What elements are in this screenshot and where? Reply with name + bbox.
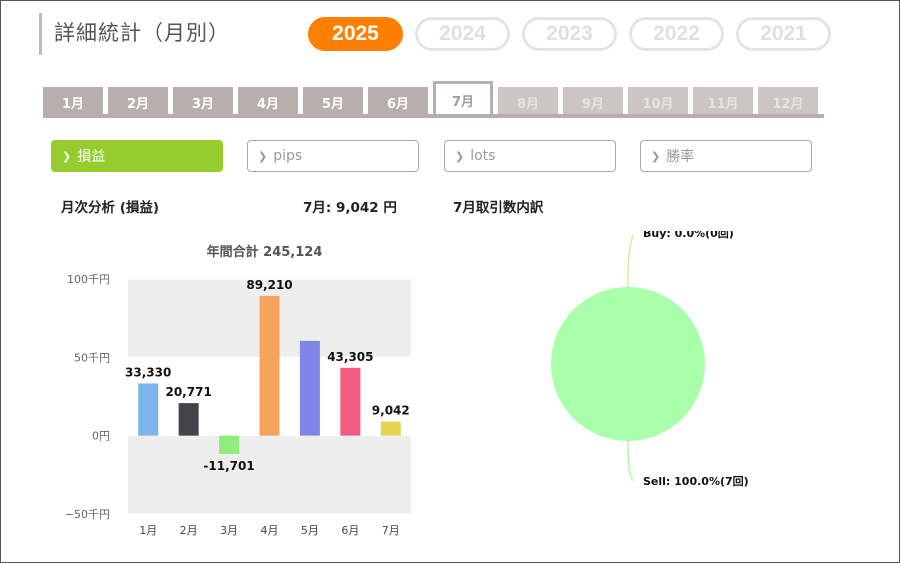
month-tab-12: 12月 [758, 87, 818, 117]
metric-label: 勝率 [666, 149, 695, 165]
bar-chart-title: 年間合計 245,124 [207, 244, 323, 260]
year-tab-2024[interactable]: 2024 [415, 17, 510, 51]
month-tab-3[interactable]: 3月 [173, 87, 233, 117]
win-rate-button[interactable]: ❯ 勝率 [640, 140, 812, 172]
bar-data-label: 9,042 [372, 404, 410, 418]
pie-label-buy: Buy: 0.0%(0回) [643, 231, 734, 240]
bar-4月[interactable] [259, 295, 280, 436]
month-tab-8: 8月 [498, 87, 558, 117]
metric-label: lots [470, 148, 496, 164]
year-tab-2025[interactable]: 2025 [308, 17, 403, 51]
month-tab-7[interactable]: 7月 [433, 81, 493, 117]
year-selector: 2025 2024 2023 2022 2021 [308, 17, 831, 51]
bar-7月[interactable] [380, 421, 401, 436]
year-tab-2023[interactable]: 2023 [522, 17, 617, 51]
x-tick-label: 2月 [180, 524, 198, 537]
month-tab-1[interactable]: 1月 [43, 87, 103, 117]
month-selector: 1月 2月 3月 4月 5月 6月 7月 8月 9月 10月 11月 12月 [43, 81, 818, 117]
trade-breakdown-pie-chart: Buy: 0.0%(0回) Sell: 100.0%(7回) [551, 231, 749, 488]
bar-1月[interactable] [138, 383, 159, 436]
monthly-pl-bar-chart: 年間合計 245,124 100千円 50千円 0円 −50千円 33,330 1月 20,7… [65, 244, 411, 537]
pips-button[interactable]: ❯ pips [247, 140, 419, 172]
metric-label: pips [273, 148, 303, 164]
metric-label: 損益 [77, 149, 106, 165]
selected-month-value: 7月: 9,042 円 [303, 200, 397, 216]
x-tick-label: 3月 [220, 524, 238, 537]
bar-6月[interactable] [340, 367, 361, 436]
year-tab-2021[interactable]: 2021 [736, 17, 831, 51]
month-tab-11: 11月 [693, 87, 753, 117]
bar-data-label: 33,330 [125, 365, 171, 379]
bar-2月[interactable] [178, 403, 199, 436]
bar-data-label: 89,210 [246, 278, 292, 292]
month-tab-10: 10月 [628, 87, 688, 117]
x-tick-label: 7月 [382, 524, 400, 537]
metric-selector: ❯ 損益 ❯ pips ❯ lots ❯ 勝率 [51, 140, 813, 172]
month-tab-baseline [43, 114, 824, 118]
chevron-right-icon: ❯ [258, 149, 268, 163]
x-tick-label: 1月 [139, 524, 157, 537]
chevron-right-icon: ❯ [455, 149, 465, 163]
pie-connector [627, 234, 634, 288]
month-tab-5[interactable]: 5月 [303, 87, 363, 117]
x-tick-label: 5月 [301, 524, 319, 537]
pie-slice-1[interactable] [551, 287, 705, 441]
bar-5月[interactable] [299, 340, 320, 436]
month-tab-6[interactable]: 6月 [368, 87, 428, 117]
chevron-right-icon: ❯ [651, 149, 661, 163]
lots-button[interactable]: ❯ lots [444, 140, 616, 172]
bar-data-label: 43,305 [327, 350, 373, 364]
monthly-analysis-label: 月次分析 (損益) [61, 200, 160, 216]
pie-connector [627, 440, 634, 482]
y-tick-label: −50千円 [65, 508, 110, 521]
chevron-right-icon: ❯ [62, 149, 72, 163]
profit-button[interactable]: ❯ 損益 [51, 140, 223, 172]
y-tick-label: 50千円 [74, 351, 110, 364]
page-title: 詳細統計（月別） [54, 21, 230, 45]
page-title-container: 詳細統計（月別） [39, 13, 230, 55]
bar-data-label: -11,701 [203, 459, 254, 473]
month-tab-2[interactable]: 2月 [108, 87, 168, 117]
x-tick-label: 4月 [261, 524, 279, 537]
year-tab-2022[interactable]: 2022 [629, 17, 724, 51]
y-tick-label: 0円 [92, 430, 110, 443]
x-tick-label: 6月 [341, 524, 359, 537]
bar-data-label: 20,771 [165, 385, 211, 399]
y-tick-label: 100千円 [67, 273, 110, 286]
trade-breakdown-label: 7月取引数内訳 [453, 200, 544, 216]
pie-label-sell: Sell: 100.0%(7回) [643, 474, 749, 488]
plot-band [128, 435, 411, 514]
month-tab-4[interactable]: 4月 [238, 87, 298, 117]
bar-3月[interactable] [219, 435, 240, 454]
month-tab-9: 9月 [563, 87, 623, 117]
